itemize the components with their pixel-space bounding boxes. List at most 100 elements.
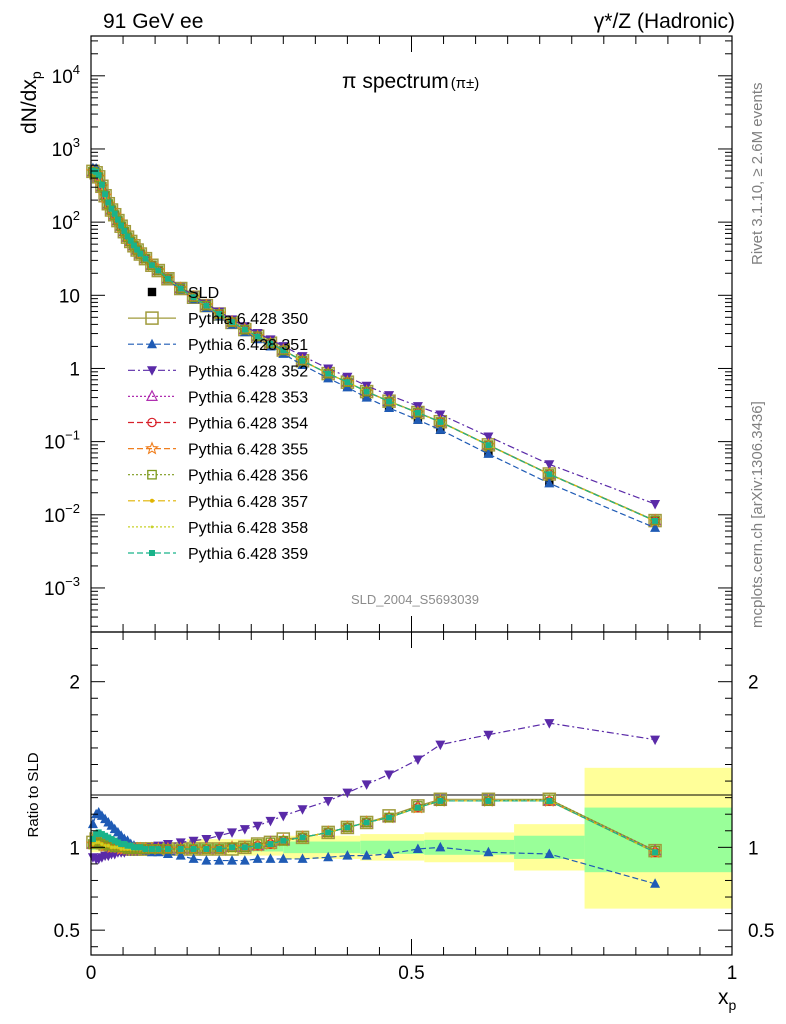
ratio-point <box>323 827 334 838</box>
legend-marker <box>147 366 157 376</box>
main-point <box>650 522 661 532</box>
ratio-point <box>278 811 289 822</box>
legend-marker <box>147 469 157 480</box>
main-point <box>437 418 444 425</box>
ratio-point <box>130 844 137 851</box>
ratio-point <box>127 842 134 849</box>
ratio-marks <box>85 719 663 888</box>
ratio-point <box>91 842 95 846</box>
legend-marker <box>147 338 157 349</box>
ratio-y-label: Ratio to SLD <box>25 752 42 837</box>
legend-label: Pythia 6.428 354 <box>188 416 308 433</box>
main-point <box>241 326 248 333</box>
main-point <box>384 396 394 407</box>
ratio-point <box>386 814 393 821</box>
side-label-mcplots: mcplots.cern.ch [arXiv:1306.3436] <box>749 401 766 628</box>
ratio-point <box>203 845 210 852</box>
stat-uncertainty-band <box>360 840 425 854</box>
legend-label: Pythia 6.428 357 <box>188 494 308 511</box>
ratio-point <box>177 845 184 852</box>
main-point <box>412 414 423 424</box>
main-point <box>278 345 289 356</box>
ratio-point <box>278 835 289 846</box>
ratio-point <box>297 805 308 815</box>
y-axis-label: dN/dxp <box>18 71 44 134</box>
ratio-point <box>412 843 423 853</box>
ratio-point <box>297 853 308 863</box>
x-tick-label: 1 <box>727 963 738 984</box>
main-point <box>130 242 137 249</box>
main-point <box>544 477 555 488</box>
stat-uncertainty-band <box>283 841 361 854</box>
legend-marker <box>149 550 155 556</box>
header-left: 91 GeV ee <box>103 10 203 33</box>
main-point <box>483 440 494 450</box>
main-point <box>137 250 144 257</box>
ratio-point <box>227 828 238 838</box>
main-point <box>414 409 421 416</box>
main-frame <box>90 35 733 633</box>
main-point <box>435 417 446 427</box>
ratio-point <box>384 812 394 823</box>
ratio-point <box>483 846 494 857</box>
main-point <box>140 253 151 264</box>
ratio-point <box>384 848 395 858</box>
ratio-point <box>227 855 238 865</box>
main-point <box>148 262 155 269</box>
stat-uncertainty-band <box>424 839 515 855</box>
ratio-point <box>87 818 98 829</box>
main-series-8 <box>90 169 658 523</box>
main-series-2 <box>87 162 661 532</box>
main-point <box>114 216 121 223</box>
ratio-point <box>652 849 659 856</box>
main-point <box>190 294 197 301</box>
legend-label: SLD <box>188 285 219 302</box>
main-point <box>483 448 494 458</box>
legend-entry: Pythia 6.428 352 <box>128 363 308 380</box>
main-series-9 <box>91 170 657 523</box>
main-point <box>299 357 306 364</box>
stat-uncertainty-band <box>584 807 732 873</box>
main-point <box>323 368 334 379</box>
ratio-point <box>103 844 107 848</box>
main-point <box>164 275 171 282</box>
main-point <box>342 377 353 388</box>
y-tick-label: 103 <box>52 135 80 161</box>
analysis-label: SLD_2004_S5693039 <box>351 592 479 607</box>
main-point <box>118 222 125 229</box>
main-point <box>278 342 289 352</box>
ratio-point <box>342 788 353 799</box>
main-point <box>142 255 149 262</box>
main-series-line <box>92 171 656 522</box>
main-series-1 <box>86 164 662 528</box>
y-tick-label: 1 <box>69 359 80 380</box>
main-series-7 <box>88 166 660 526</box>
main-series-line <box>92 171 656 522</box>
ratio-y-tick-label: 0.5 <box>54 921 80 942</box>
ratio-point <box>148 845 155 852</box>
main-series-line <box>92 171 656 522</box>
ratio-point <box>267 841 274 848</box>
main-point <box>155 267 162 274</box>
main-point <box>201 300 212 311</box>
main-series-4 <box>86 164 662 526</box>
main-point <box>188 292 199 303</box>
legend-label: Pythia 6.428 359 <box>188 546 308 563</box>
main-point <box>650 515 660 526</box>
ratio-frame <box>90 631 733 956</box>
ratio-y-tick-label: 2 <box>69 673 80 694</box>
ratio-point <box>544 719 555 729</box>
y-tick-label: 10−3 <box>44 574 80 600</box>
ratio-point <box>102 832 109 839</box>
ratio-point <box>254 842 261 849</box>
legend-entry: Pythia 6.428 358 <box>128 520 308 537</box>
side-label-rivet: Rivet 3.1.10, ≥ 2.6M events <box>749 83 766 266</box>
legend-marker <box>150 498 154 503</box>
main-point <box>116 221 126 232</box>
ratio-point <box>437 797 444 804</box>
ratio-point <box>175 850 186 860</box>
main-series-10 <box>89 167 659 524</box>
ratio-point <box>108 836 115 843</box>
main-point <box>280 347 287 354</box>
